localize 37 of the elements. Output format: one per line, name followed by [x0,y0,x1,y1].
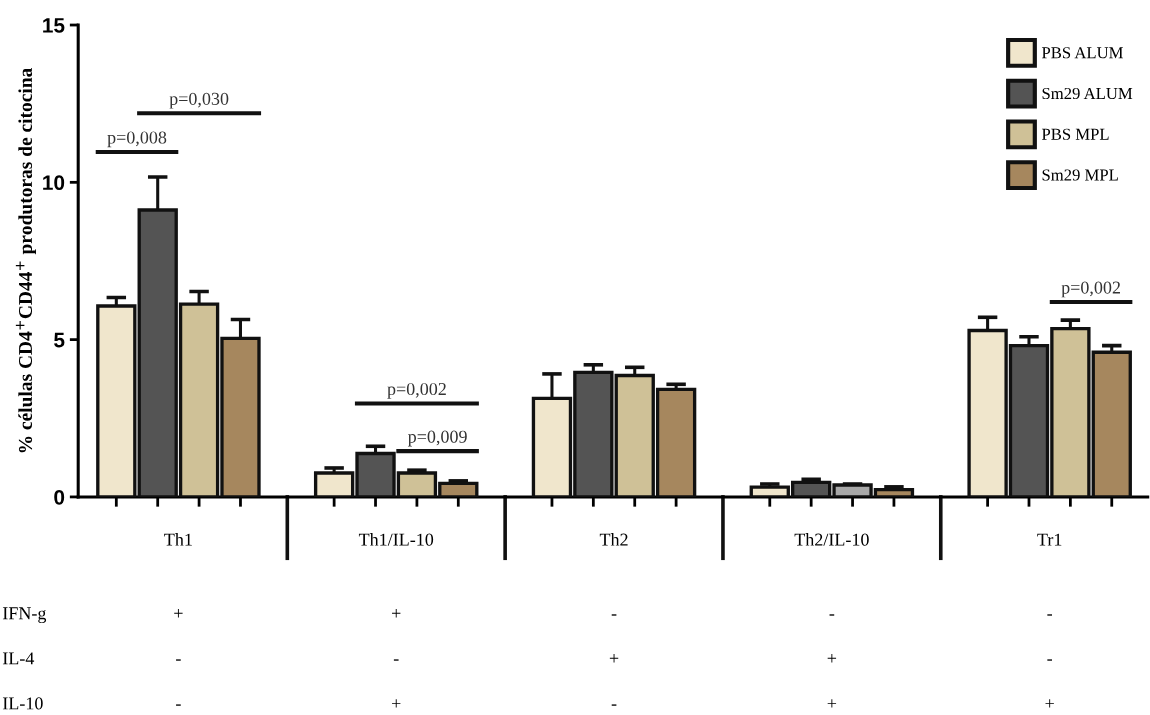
text: + [1045,699,1054,708]
text: + [609,654,619,663]
y-tick-label: 15 [43,18,65,33]
annotation: p=0,030 [169,92,229,109]
text: - [176,704,181,706]
legend-label: PBS ALUM [1041,47,1123,59]
legend-label: Sm29 MPL [1042,169,1118,181]
annotation: p=0,008 [107,131,167,148]
text: + [392,609,401,618]
x-tick-label: Th2 [599,533,628,546]
text: - [611,614,617,616]
text: - [1047,614,1053,616]
y-tick-label: 5 [54,332,65,348]
y-tick-label: 10 [43,175,65,191]
text: - [611,704,617,706]
text: - [1047,659,1053,661]
text: + [827,654,837,663]
x-tick-label: Th2/IL-10 [794,533,869,546]
text: - [176,659,181,661]
annotation: p=0,009 [407,430,467,447]
legend-label: Sm29 ALUM [1042,87,1133,100]
y-axis-title: % células CD4$^{+}$CD44$^{+}$ produtoras de citocina [15,67,36,453]
annotation: p=0,002 [1061,281,1120,298]
text: + [174,609,183,618]
text: IL-4 [2,652,35,665]
text: - [393,659,399,661]
y-tick-label: 0 [54,489,65,505]
text: + [392,699,401,708]
x-tick-label: Tr1 [1037,533,1062,546]
text: + [827,699,837,708]
text: - [829,614,835,616]
legend-label: PBS MPL [1041,128,1109,140]
text: IFN-g [2,607,47,624]
annotation: p=0,002 [387,382,446,399]
text: IL-10 [2,697,43,710]
x-tick-label: Th1/IL-10 [358,533,434,546]
x-tick-label: Th1 [164,533,192,546]
